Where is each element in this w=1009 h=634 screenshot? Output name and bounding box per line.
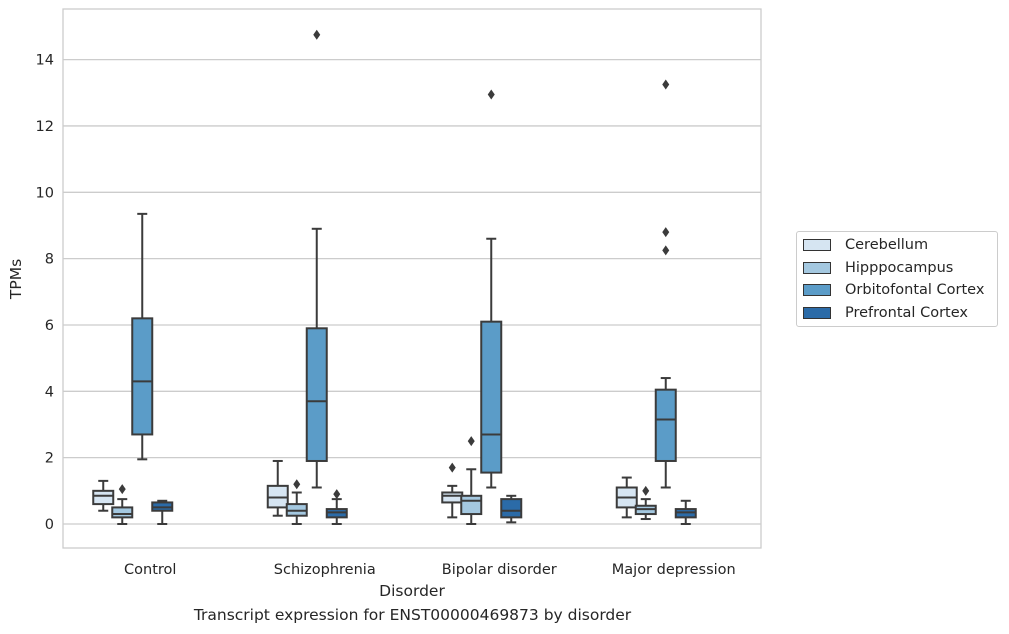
box-iqr — [441, 491, 464, 504]
box-prefrontal-cortex — [151, 499, 174, 525]
box-orbitofontal-cortex — [654, 79, 677, 489]
legend: Cerebellum Hipppocampus Orbitofontal Cor… — [796, 231, 998, 327]
x-tick-label: Bipolar disorder — [442, 562, 557, 578]
y-tick-label: 14 — [36, 53, 54, 69]
outlier-point — [467, 436, 475, 447]
legend-item-prefrontal-cortex: Prefrontal Cortex — [803, 303, 968, 323]
box-prefrontal-cortex — [674, 499, 697, 525]
box-cerebellum — [615, 476, 638, 519]
y-tick-label: 4 — [45, 384, 54, 400]
legend-label: Prefrontal Cortex — [845, 305, 968, 321]
outlier-point — [487, 89, 495, 100]
box-iqr — [92, 489, 115, 506]
legend-item-cerebellum: Cerebellum — [803, 235, 928, 255]
legend-label: Hipppocampus — [845, 260, 954, 276]
y-tick-label: 12 — [36, 119, 54, 135]
plot-frame — [62, 8, 762, 549]
box-hipppocampus — [285, 479, 308, 525]
outlier-point — [293, 479, 301, 490]
outlier-point — [662, 245, 670, 256]
box-orbitofontal-cortex — [305, 29, 328, 489]
x-tick-label: Control — [124, 562, 176, 578]
y-tick-label: 0 — [45, 517, 54, 533]
figure-caption: Transcript expression for ENST0000046987… — [193, 606, 632, 624]
legend-swatch — [803, 262, 831, 274]
y-axis-label: TPMs — [7, 259, 25, 300]
box-iqr — [131, 317, 154, 436]
outlier-point — [642, 485, 650, 496]
outlier-point — [118, 484, 126, 495]
legend-label: Cerebellum — [845, 237, 929, 253]
box-iqr — [654, 388, 677, 462]
box-iqr — [460, 494, 483, 516]
x-axis-label: Disorder — [379, 582, 445, 600]
x-tick-label: Schizophrenia — [274, 562, 376, 578]
outlier-point — [448, 462, 456, 473]
box-cerebellum — [266, 459, 289, 517]
box-iqr — [480, 320, 503, 474]
legend-swatch — [803, 307, 831, 319]
grid-lines — [63, 58, 761, 525]
box-prefrontal-cortex — [325, 489, 348, 525]
box-hipppocampus — [460, 436, 483, 525]
y-tick-labels: 0 2 4 6 8 10 12 14 — [36, 53, 54, 533]
legend-item-orbitofrontal-cortex: Orbitofontal Cortex — [803, 280, 984, 300]
box-iqr — [305, 327, 328, 462]
x-tick-labels: Control Schizophrenia Bipolar disorder Majo… — [124, 562, 736, 578]
box-orbitofontal-cortex — [480, 89, 503, 489]
legend-swatch — [803, 239, 831, 251]
y-tick-label: 10 — [36, 185, 54, 201]
box-iqr — [500, 498, 523, 519]
box-iqr — [111, 506, 134, 519]
box-cerebellum — [441, 462, 464, 519]
boxes — [92, 29, 697, 525]
outlier-point — [313, 29, 321, 40]
y-tick-label: 6 — [45, 318, 54, 334]
outlier-point — [662, 79, 670, 90]
box-hipppocampus — [634, 485, 657, 521]
y-tick-label: 2 — [45, 451, 54, 467]
legend-swatch — [803, 284, 831, 296]
box-cerebellum — [92, 479, 115, 512]
outlier-point — [333, 489, 341, 500]
x-tick-label: Major depression — [612, 562, 736, 578]
outlier-point — [662, 227, 670, 238]
y-tick-label: 8 — [45, 252, 54, 268]
legend-label: Orbitofontal Cortex — [845, 282, 985, 298]
legend-item-hippocampus: Hipppocampus — [803, 258, 953, 278]
box-hipppocampus — [111, 484, 134, 525]
box-orbitofontal-cortex — [131, 212, 154, 461]
box-prefrontal-cortex — [500, 494, 523, 524]
